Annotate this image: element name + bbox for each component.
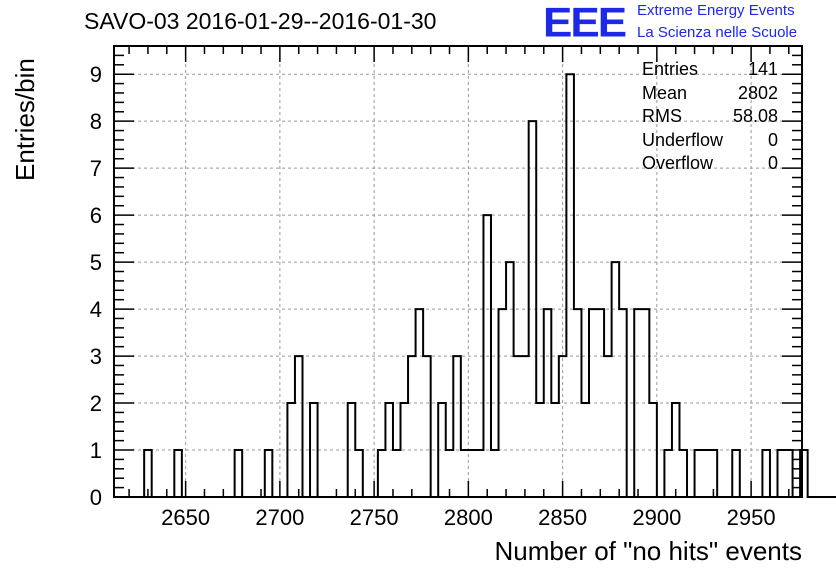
stats-value: 0 [767, 153, 778, 173]
axis-ticks [114, 45, 802, 498]
x-tick-label: 2650 [161, 505, 210, 530]
stats-label: RMS [642, 106, 682, 126]
stats-row-overflow: Overflow 0 [642, 152, 778, 176]
chart-title: SAVO-03 2016-01-29--2016-01-30 [84, 8, 437, 34]
y-tick-label: 3 [90, 344, 102, 369]
stats-label: Entries [642, 59, 699, 79]
stats-value: 0 [767, 129, 778, 150]
stats-row-entries: Entries 141 [642, 58, 778, 82]
stats-label: Mean [642, 82, 688, 103]
y-axis-label: Entries/bin [10, 58, 40, 181]
stats-row-mean: Mean 2802 [642, 82, 778, 106]
y-tick-label: 2 [90, 391, 102, 416]
y-tick-label: 7 [90, 156, 102, 181]
y-tick-label: 8 [90, 109, 102, 134]
y-tick-label: 1 [90, 438, 102, 463]
x-tick-label: 2950 [727, 505, 776, 530]
logo-line-2: La Scienza nelle Scuole [637, 24, 798, 41]
y-tick-label: 4 [90, 297, 102, 322]
y-tick-label: 0 [90, 485, 102, 510]
stats-label: Underflow [642, 129, 724, 150]
axis-tick-labels: 2650 2700 2750 2800 2850 2900 2950 0 1 2 3 4 5 6 7 8 9 [90, 62, 776, 530]
x-tick-label: 2900 [632, 505, 681, 530]
y-tick-label: 6 [90, 203, 102, 228]
x-tick-label: 2750 [350, 505, 399, 530]
x-tick-label: 2850 [538, 505, 587, 530]
stats-value: 2802 [737, 82, 778, 103]
stats-value: 141 [747, 59, 778, 79]
histogram-series [136, 73, 836, 498]
x-tick-label: 2700 [255, 505, 304, 530]
stats-label: Overflow [642, 153, 714, 173]
grid-lines [114, 46, 802, 497]
y-tick-label: 5 [90, 250, 102, 275]
stats-box: Entries 141 Mean 2802 RMS 58.08 Underflow 0 … [642, 58, 778, 176]
stats-row-underflow: Underflow 0 [642, 129, 778, 153]
stats-value: 58.08 [732, 106, 778, 126]
eee-logo: EEE [543, 0, 627, 46]
y-tick-label: 9 [90, 62, 102, 87]
logo-line-1: Extreme Energy Events [637, 2, 795, 19]
x-axis-label: Number of "no hits" events [494, 536, 803, 566]
x-tick-label: 2800 [444, 505, 493, 530]
stats-row-rms: RMS 58.08 [642, 105, 778, 129]
